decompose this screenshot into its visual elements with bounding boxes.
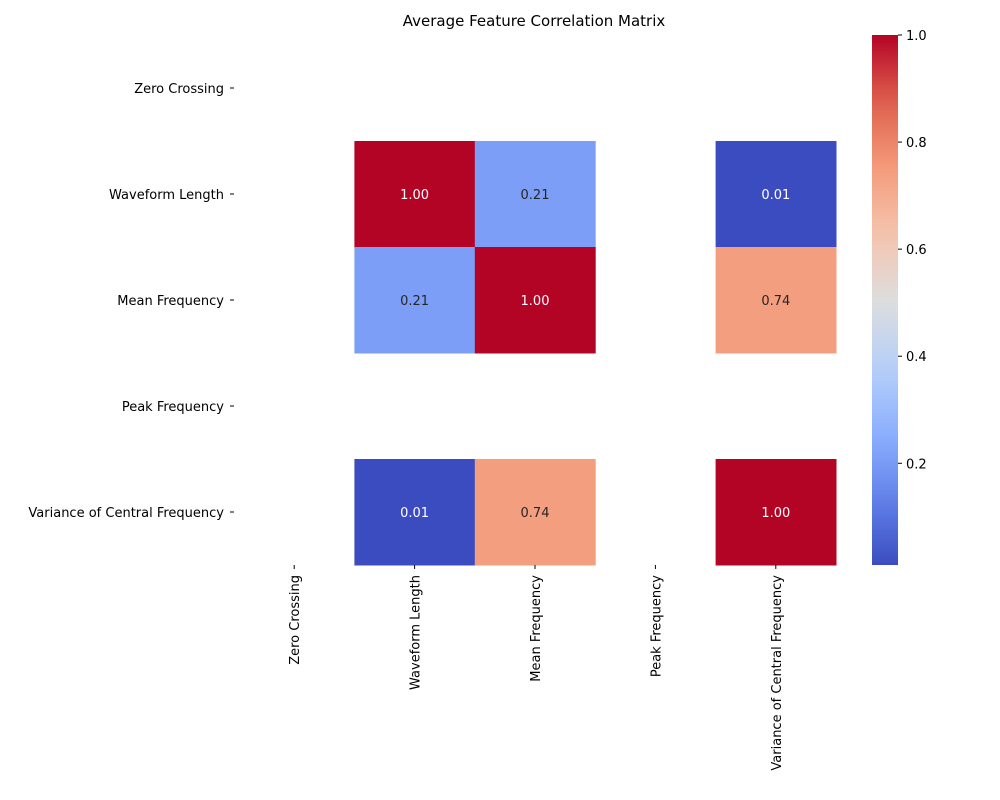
cell-value-label: 1.00 [521, 294, 550, 309]
x-tick-label: Peak Frequency [649, 575, 664, 677]
colorbar-tick-label: 0.4 [906, 350, 927, 365]
heatmap-cell [354, 247, 476, 354]
x-tick-label: Zero Crossing [288, 575, 303, 665]
heatmap-cell [474, 141, 596, 248]
y-axis-ticks: Zero Crossing Waveform Length Mean Frequen… [28, 82, 234, 521]
y-tick-label: Variance of Central Frequency [28, 506, 224, 521]
y-tick-label: Zero Crossing [134, 82, 224, 97]
cell-value-label: 0.01 [761, 188, 790, 203]
colorbar-gradient [872, 35, 898, 565]
heatmap-cell [474, 247, 596, 354]
x-tick-label: Variance of Central Frequency [770, 575, 785, 771]
heatmap-cell [715, 247, 837, 354]
cell-value-label: 1.00 [761, 506, 790, 521]
x-axis-ticks: Zero Crossing Waveform Length Mean Frequen… [288, 565, 785, 771]
cell-value-label: 0.21 [400, 294, 429, 309]
cell-value-label: 0.74 [521, 506, 550, 521]
y-tick-label: Mean Frequency [117, 294, 224, 309]
heatmap-cell [715, 141, 837, 248]
cell-value-label: 0.01 [400, 506, 429, 521]
colorbar-tick-label: 0.2 [906, 457, 927, 472]
heatmap-cell [715, 459, 837, 566]
colorbar: 0.2 0.4 0.6 0.8 1.0 [872, 29, 927, 565]
y-tick-label: Waveform Length [109, 188, 224, 203]
x-tick-label: Mean Frequency [529, 575, 544, 682]
heatmap-cell [354, 141, 476, 248]
colorbar-tick-label: 1.0 [906, 29, 927, 44]
colorbar-tick-label: 0.6 [906, 243, 927, 258]
cell-value-label: 1.00 [400, 188, 429, 203]
heatmap-cell [354, 459, 476, 566]
cell-value-label: 0.21 [521, 188, 550, 203]
x-tick-label: Waveform Length [409, 575, 424, 690]
heatmap-cells: 1.00 0.21 0.01 0.21 1.00 0.74 0.01 0.74 1.00 [354, 141, 837, 566]
chart-title: Average Feature Correlation Matrix [403, 12, 666, 30]
heatmap-cell [474, 459, 596, 566]
y-tick-label: Peak Frequency [122, 400, 224, 415]
colorbar-tick-label: 0.8 [906, 136, 927, 151]
cell-value-label: 0.74 [761, 294, 790, 309]
